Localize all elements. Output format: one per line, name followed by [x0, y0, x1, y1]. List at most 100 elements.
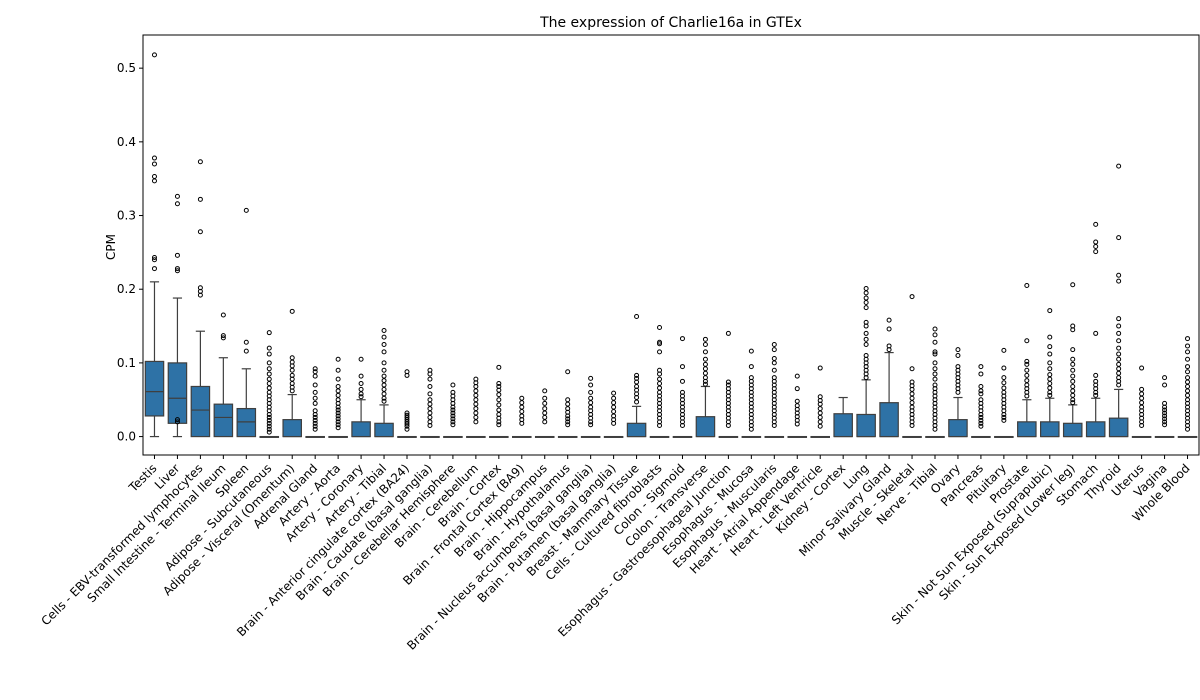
outlier-point [702, 356, 708, 362]
outlier-point [794, 373, 800, 379]
outlier-point [771, 355, 777, 361]
box-iqr [1017, 421, 1037, 438]
outlier-point [473, 410, 479, 416]
box-iqr [282, 419, 303, 438]
outlier-point [1024, 338, 1030, 344]
box-group [557, 369, 578, 438]
outlier-point [381, 382, 387, 388]
outlier-point [1070, 400, 1076, 406]
outlier-point [312, 411, 318, 417]
outlier-point [1047, 372, 1053, 378]
outlier-point [1139, 395, 1145, 401]
outlier-point [771, 367, 777, 373]
box-group [764, 341, 785, 438]
outlier-point [1185, 426, 1191, 432]
box-group [190, 159, 211, 438]
outlier-point [151, 155, 157, 161]
y-axis-label: CPM [104, 234, 118, 260]
outlier-point [1070, 378, 1076, 384]
box-group [672, 336, 693, 438]
outlier-point [174, 201, 180, 207]
outlier-point [1162, 413, 1168, 419]
outlier-point [151, 257, 157, 263]
outlier-point [1116, 163, 1122, 169]
outlier-point [1070, 347, 1076, 353]
box-group [1108, 163, 1129, 438]
outlier-point [1047, 366, 1053, 372]
outlier-point [611, 409, 617, 415]
outlier-point [1185, 375, 1191, 381]
plot-area [144, 52, 1198, 438]
outlier-point [312, 420, 318, 426]
outlier-point [978, 371, 984, 377]
outlier-point [1093, 249, 1099, 255]
outlier-point [955, 389, 961, 395]
outlier-point [542, 406, 548, 412]
y-tick-label: 0.1 [117, 356, 136, 370]
outlier-point [771, 341, 777, 347]
outlier-point [679, 364, 685, 370]
outlier-point [725, 379, 731, 385]
outlier-point [335, 413, 341, 419]
outlier-point [1116, 330, 1122, 336]
outlier-point [1185, 343, 1191, 349]
outlier-point [588, 422, 594, 428]
y-tick-label: 0.2 [117, 282, 136, 296]
outlier-point [1047, 360, 1053, 366]
box-group [1154, 375, 1175, 438]
outlier-point [174, 266, 180, 272]
outlier-point [1162, 404, 1168, 410]
outlier-point [771, 347, 777, 353]
outlier-point [381, 391, 387, 397]
outlier-point [1185, 369, 1191, 375]
outlier-point [312, 382, 318, 388]
outlier-point [679, 423, 685, 429]
outlier-point [404, 423, 410, 429]
outlier-point [932, 376, 938, 382]
outlier-point [978, 411, 984, 417]
outlier-point [450, 407, 456, 413]
outlier-point [1185, 383, 1191, 389]
outlier-point [427, 414, 433, 420]
outlier-point [1001, 380, 1007, 386]
outlier-point [266, 330, 272, 336]
outlier-point [335, 410, 341, 416]
outlier-point [427, 410, 433, 416]
outlier-point [565, 416, 571, 422]
outlier-point [1185, 388, 1191, 394]
outlier-point [611, 395, 617, 401]
outlier-point [381, 367, 387, 373]
outlier-point [197, 196, 203, 202]
outlier-point [243, 348, 249, 354]
outlier-point [1185, 364, 1191, 370]
outlier-point [1185, 392, 1191, 398]
box-group [603, 390, 624, 438]
outlier-point [1047, 385, 1053, 391]
outlier-point [634, 372, 640, 378]
outlier-point [1047, 392, 1053, 398]
box-iqr [351, 421, 371, 438]
outlier-point [496, 407, 502, 413]
outlier-point [863, 336, 869, 342]
outlier-point [542, 388, 548, 394]
outlier-point [427, 376, 433, 382]
outlier-point [496, 397, 502, 403]
box-iqr [190, 385, 211, 438]
outlier-point [588, 419, 594, 425]
outlier-point [909, 391, 915, 397]
outlier-point [817, 365, 823, 371]
outlier-point [1070, 367, 1076, 373]
outlier-point [702, 349, 708, 355]
outlier-point [863, 290, 869, 296]
box-group [1085, 221, 1106, 438]
outlier-point [266, 376, 272, 382]
outlier-point [1116, 351, 1122, 357]
box-group [259, 330, 280, 438]
box-group [695, 336, 716, 438]
outlier-point [335, 407, 341, 413]
outlier-point [1001, 375, 1007, 381]
outlier-point [335, 404, 341, 410]
outlier-point [1139, 365, 1145, 371]
outlier-point [197, 229, 203, 235]
